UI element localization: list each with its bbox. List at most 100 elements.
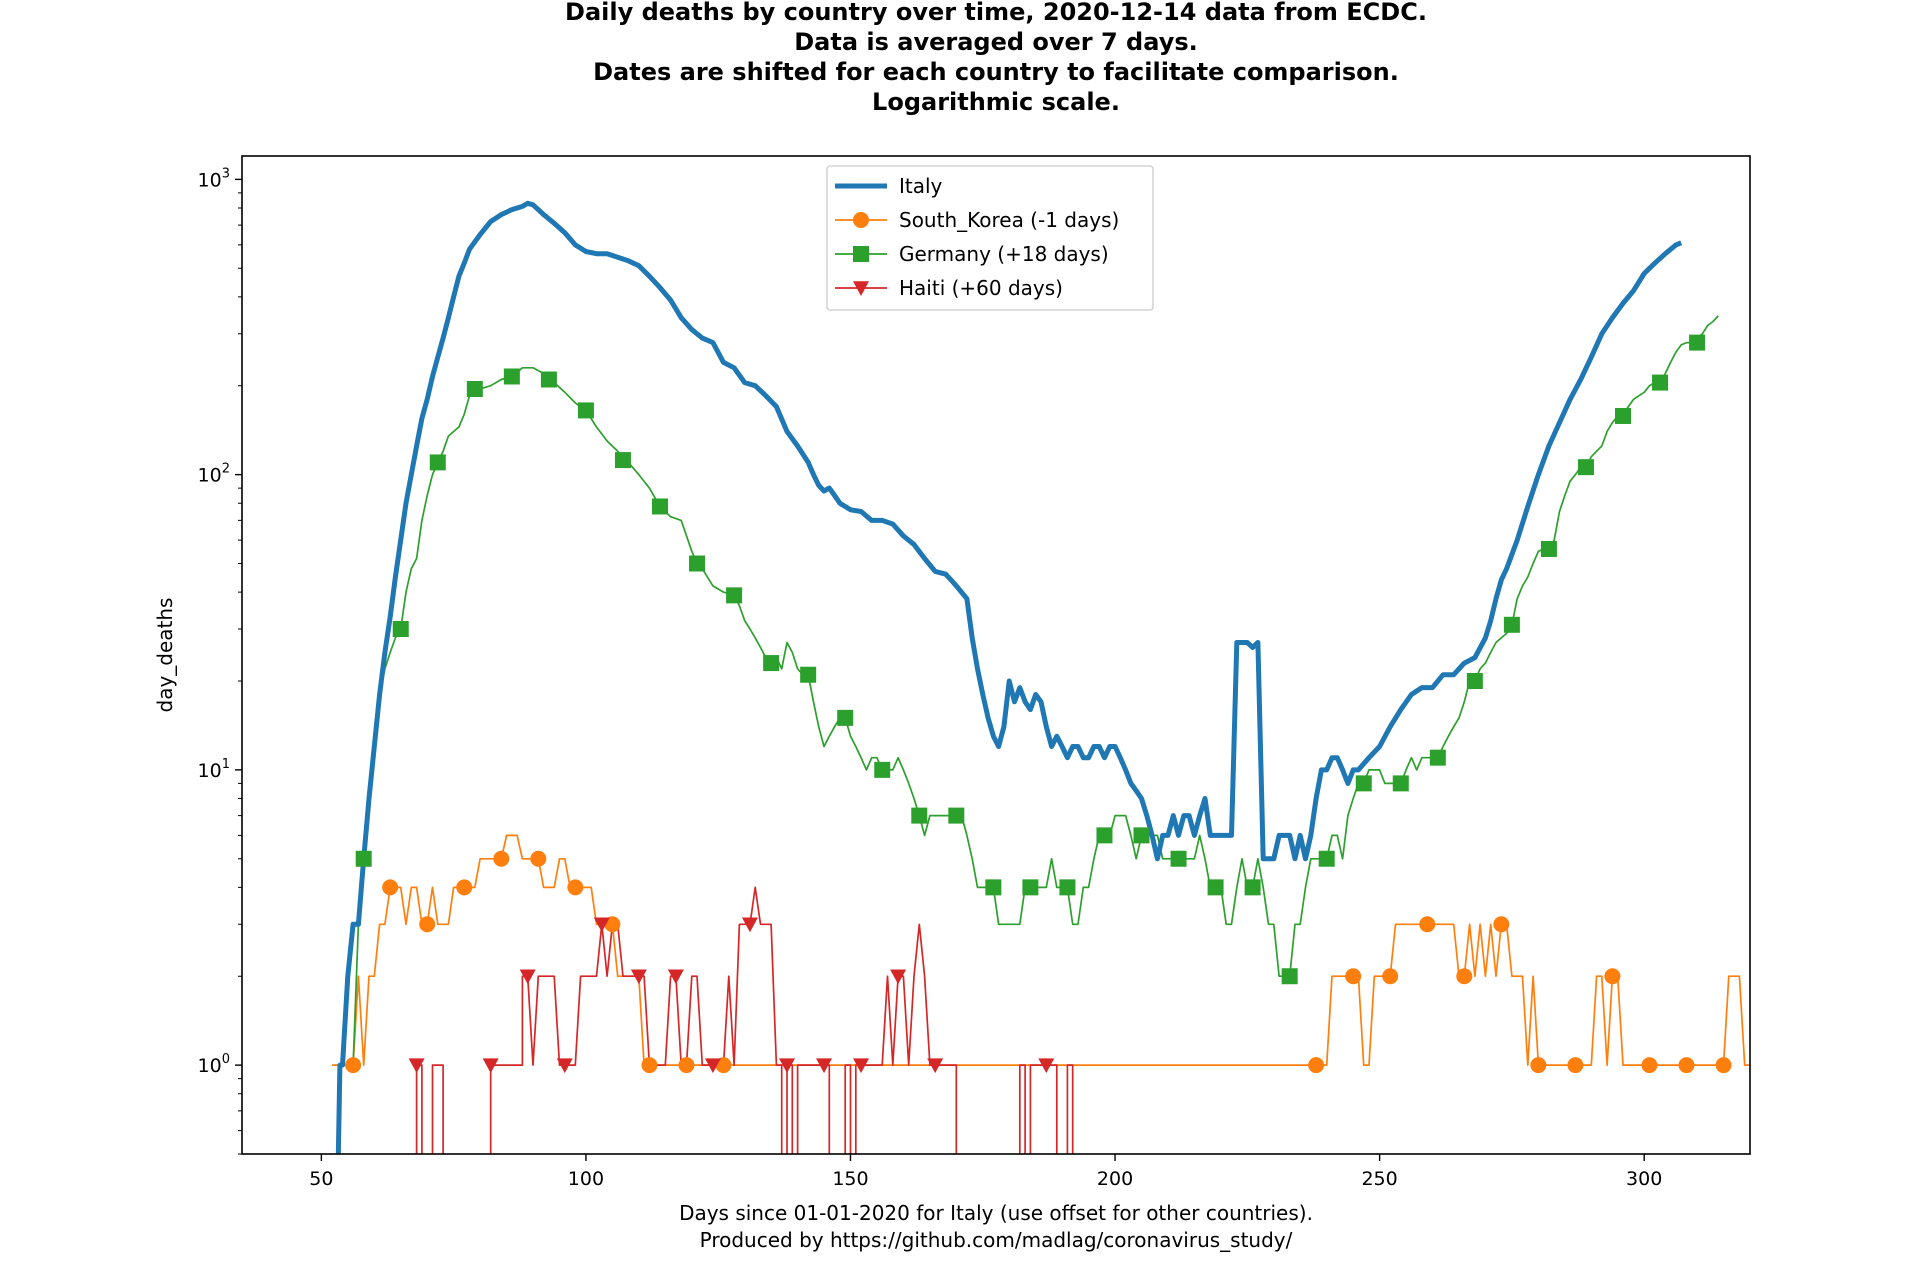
data-point-haiti xyxy=(741,917,758,933)
series-line-italy xyxy=(335,200,1683,1154)
data-point-germany xyxy=(837,709,854,726)
y-tick-label: 100 xyxy=(198,1052,230,1077)
data-point-haiti xyxy=(667,969,684,985)
legend-marker-south-korea xyxy=(853,212,869,228)
data-point-germany xyxy=(1577,459,1594,476)
legend-label-germany: Germany (+18 days) xyxy=(899,242,1109,266)
data-point-south-korea xyxy=(604,916,621,933)
series-line-haiti xyxy=(1066,1064,1074,1154)
data-point-germany xyxy=(1689,334,1706,351)
data-point-germany xyxy=(1652,374,1669,391)
data-point-germany xyxy=(1615,407,1632,424)
data-point-germany xyxy=(1244,879,1261,896)
data-point-south-korea xyxy=(1493,916,1510,933)
data-point-germany xyxy=(763,655,780,672)
series-line-haiti xyxy=(431,1064,444,1154)
data-point-south-korea xyxy=(1678,1057,1695,1074)
chart-title-line: Logarithmic scale. xyxy=(872,88,1120,116)
data-point-germany xyxy=(1466,672,1483,689)
y-tick-label: 103 xyxy=(198,166,230,191)
data-point-haiti xyxy=(593,917,610,933)
legend-marker-haiti xyxy=(853,281,869,296)
legend-label-haiti: Haiti (+60 days) xyxy=(899,276,1063,300)
data-point-germany xyxy=(1318,850,1335,867)
data-point-germany xyxy=(911,807,928,824)
data-point-germany xyxy=(652,498,669,515)
data-point-germany xyxy=(392,621,409,638)
data-point-haiti xyxy=(519,969,536,985)
data-point-germany xyxy=(726,587,743,604)
data-point-germany xyxy=(1059,879,1076,896)
data-point-germany xyxy=(429,454,446,471)
series-line-haiti xyxy=(844,1064,852,1154)
data-point-haiti xyxy=(853,1058,870,1074)
data-point-germany xyxy=(1355,775,1372,792)
y-axis: 100 101 102 103 xyxy=(198,166,242,1155)
chart-title-line: Dates are shifted for each country to fa… xyxy=(593,58,1399,86)
series-line-haiti xyxy=(489,886,783,1154)
data-point-germany xyxy=(1281,968,1298,985)
data-point-germany xyxy=(800,666,817,683)
x-tick-label: 100 xyxy=(568,1168,604,1190)
data-point-south-korea xyxy=(1456,968,1473,985)
data-point-haiti xyxy=(482,1058,499,1074)
data-point-germany xyxy=(1133,827,1150,844)
data-point-south-korea xyxy=(1715,1057,1732,1074)
x-axis-label-line: Days since 01-01-2020 for Italy (use off… xyxy=(679,1201,1313,1225)
y-tick-label: 102 xyxy=(198,462,230,487)
data-point-south-korea xyxy=(678,1057,695,1074)
data-point-germany xyxy=(1207,879,1224,896)
chart-title: Daily deaths by country over time, 2020-… xyxy=(565,0,1427,116)
chart-title-line: Data is averaged over 7 days. xyxy=(794,28,1198,56)
data-point-germany xyxy=(540,371,557,388)
x-axis-label-line: Produced by https://github.com/madlag/co… xyxy=(700,1228,1293,1252)
data-point-haiti xyxy=(927,1058,944,1074)
data-point-germany xyxy=(1540,540,1557,557)
data-point-germany xyxy=(1392,775,1409,792)
data-point-germany xyxy=(689,555,706,572)
series-line-haiti xyxy=(1018,1064,1026,1154)
data-point-haiti xyxy=(778,1058,795,1074)
data-point-germany xyxy=(874,761,891,778)
marker-layer xyxy=(345,334,1732,1074)
data-point-south-korea xyxy=(641,1057,658,1074)
x-tick-label: 50 xyxy=(309,1168,333,1190)
data-point-south-korea xyxy=(419,916,436,933)
legend-label-south-korea: South_Korea (-1 days) xyxy=(899,208,1119,232)
chart-title-line: Daily deaths by country over time, 2020-… xyxy=(565,0,1427,26)
data-point-germany xyxy=(577,402,594,419)
data-point-south-korea xyxy=(456,879,473,896)
data-point-germany xyxy=(614,452,631,469)
data-point-germany xyxy=(355,850,372,867)
data-point-haiti xyxy=(704,1058,721,1074)
series-line-haiti xyxy=(796,1064,831,1154)
legend-box xyxy=(826,165,1154,311)
data-point-haiti xyxy=(816,1058,833,1074)
data-point-south-korea xyxy=(567,879,584,896)
legend: Italy South_Korea (-1 days) Germany (+18 d… xyxy=(826,165,1154,311)
legend-label-italy: Italy xyxy=(899,174,943,198)
data-point-germany xyxy=(1096,827,1113,844)
series-line-south-korea xyxy=(332,834,1750,1066)
data-point-germany xyxy=(1429,749,1446,766)
data-point-germany xyxy=(1022,879,1039,896)
data-point-south-korea xyxy=(345,1057,362,1074)
data-point-south-korea xyxy=(715,1057,732,1074)
data-point-haiti xyxy=(890,969,907,985)
x-tick-label: 250 xyxy=(1361,1168,1397,1190)
data-point-south-korea xyxy=(1308,1057,1325,1074)
data-point-south-korea xyxy=(493,850,510,867)
x-tick-label: 300 xyxy=(1626,1168,1662,1190)
x-axis: 50 100 150 200 250 300 xyxy=(309,1154,1662,1190)
data-point-germany xyxy=(948,807,965,824)
data-point-south-korea xyxy=(1567,1057,1584,1074)
data-point-south-korea xyxy=(1604,968,1621,985)
axes-frame xyxy=(241,155,1751,1155)
data-point-germany xyxy=(503,368,520,385)
data-point-south-korea xyxy=(382,879,399,896)
x-tick-label: 150 xyxy=(832,1168,868,1190)
data-point-germany xyxy=(985,879,1002,896)
data-point-south-korea xyxy=(1382,968,1399,985)
data-point-south-korea xyxy=(1419,916,1436,933)
